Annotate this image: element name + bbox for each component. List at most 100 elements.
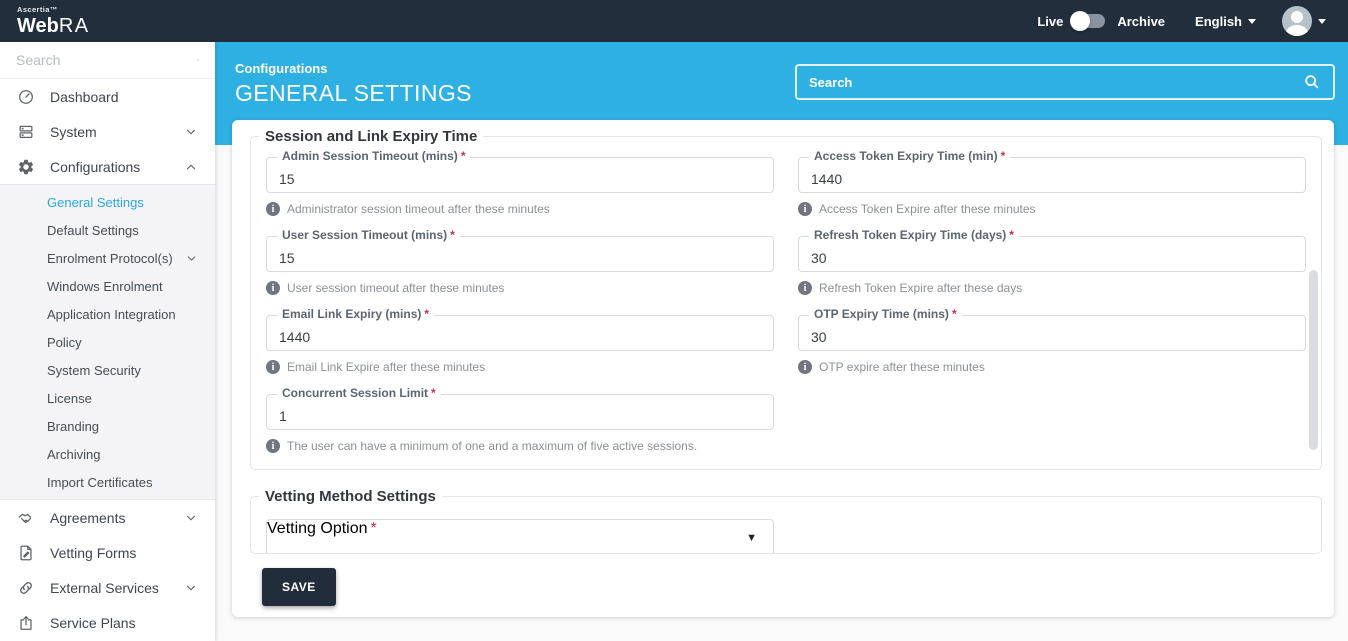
user-session-timeout-input[interactable] [267,237,773,271]
field-email-link-expiry: Email Link Expiry (mins)* Email Link Exp… [266,307,774,374]
field-user-session-timeout: User Session Timeout (mins)* User sessio… [266,228,774,295]
submenu-label: Branding [47,418,100,434]
chevron-down-icon [186,515,196,520]
sidebar-item-agreements[interactable]: Agreements [0,500,215,535]
dashboard-icon [19,89,33,104]
sidebar-item-dashboard[interactable]: Dashboard [0,79,215,114]
vetting-option-select[interactable]: Vetting Option* Manual Vetting ▼ [266,519,774,553]
topbar-controls: Live Archive English [1037,6,1348,36]
sidebar-item-import-certificates[interactable]: Import Certificates [0,468,215,496]
field-helper: The user can have a minimum of one and a… [266,439,774,453]
topbar: Ascertia™ WebRA Live Archive English [0,0,1348,42]
submenu-label: Windows Enrolment [47,278,163,294]
info-icon [798,360,812,374]
refresh-token-expiry-input[interactable] [799,237,1305,271]
email-link-expiry-input[interactable] [267,316,773,350]
sidebar-item-application-integration[interactable]: Application Integration [0,300,215,328]
required-marker: * [424,307,430,321]
admin-session-timeout-input[interactable] [267,158,773,192]
page-layout: Dashboard System Configurations General … [0,42,1348,641]
otp-expiry-input[interactable] [799,316,1305,350]
sidebar: Dashboard System Configurations General … [0,42,215,641]
field-helper: Refresh Token Expire after these days [798,281,1306,295]
sidebar-item-enrolment-protocols[interactable]: Enrolment Protocol(s) [0,244,215,272]
section-vetting-method: Vetting Method Settings Vetting Option * … [250,488,1322,554]
chevron-down-icon [1318,18,1326,24]
fields-grid: Admin Session Timeout (mins)* Administra… [251,145,1321,469]
required-marker: * [951,307,957,321]
sidebar-item-archiving[interactable]: Archiving [0,440,215,468]
sidebar-item-branding[interactable]: Branding [0,412,215,440]
field-otp-expiry: OTP Expiry Time (mins)* OTP expire after… [798,307,1306,374]
sidebar-item-windows-enrolment[interactable]: Windows Enrolment [0,272,215,300]
app-logo[interactable]: Ascertia™ WebRA [0,6,215,36]
brand-product: WebRA [17,14,90,37]
language-selector[interactable]: English [1195,14,1256,29]
language-label: English [1195,13,1242,29]
sidebar-item-label: Vetting Forms [50,544,137,561]
field-concurrent-session-limit: Concurrent Session Limit* The user can h… [266,386,774,453]
gear-icon [18,159,34,174]
field-label: Email Link Expiry (mins) * [277,307,435,321]
sidebar-item-label: Dashboard [50,88,119,105]
vetting-option-value: Manual Vetting [267,538,773,553]
chevron-up-icon [186,164,196,169]
submenu-label: Application Integration [47,306,176,322]
info-icon [798,202,812,216]
link-icon [20,581,32,594]
chevron-down-icon [186,129,196,134]
sidebar-item-license[interactable]: License [0,384,215,412]
toggle-knob [1070,11,1091,31]
submenu-label: Enrolment Protocol(s) [47,250,173,266]
sidebar-search-input[interactable] [16,52,197,68]
field-refresh-token-expiry: Refresh Token Expiry Time (days)* Refres… [798,228,1306,295]
live-archive-toggle[interactable] [1070,11,1106,31]
required-marker: * [1000,149,1006,163]
configurations-submenu: General Settings Default Settings Enrolm… [0,184,215,500]
submenu-label: Archiving [47,446,101,462]
sidebar-item-label: Service Plans [50,614,136,631]
sidebar-item-system-security[interactable]: System Security [0,356,215,384]
avatar-shoulders [1286,25,1308,36]
sidebar-item-configurations[interactable]: Configurations [0,149,215,184]
field-helper: OTP expire after these minutes [798,360,1306,374]
sidebar-item-label: Configurations [50,158,141,175]
settings-card: Session and Link Expiry Time Admin Sessi… [232,120,1334,617]
sidebar-item-general-settings[interactable]: General Settings [0,188,215,216]
search-icon [197,59,199,61]
field-label: Refresh Token Expiry Time (days) * [809,228,1019,242]
scrollbar-thumb[interactable] [1309,270,1318,450]
field-label: Admin Session Timeout (mins) * [277,149,471,163]
chevron-down-icon [187,255,196,261]
required-marker: * [1009,228,1014,242]
sidebar-search [0,42,215,79]
field-label: OTP Expiry Time (mins) * [809,307,962,321]
submenu-label: Import Certificates [47,474,153,490]
chevron-down-icon [1248,18,1256,24]
sidebar-item-vetting-forms[interactable]: Vetting Forms [0,535,215,570]
submenu-label: Policy [47,334,82,350]
section-session-expiry: Session and Link Expiry Time Admin Sessi… [250,128,1322,470]
live-label: Live [1037,13,1064,29]
sidebar-item-external-services[interactable]: External Services [0,570,215,605]
sidebar-item-policy[interactable]: Policy [0,328,215,356]
field-label: User Session Timeout (mins) * [277,228,460,242]
info-icon [798,281,812,295]
submenu-label: License [47,390,92,406]
field-helper: Administrator session timeout after thes… [266,202,774,216]
sidebar-item-service-plans[interactable]: Service Plans [0,605,215,640]
user-menu[interactable] [1282,6,1326,36]
system-icon [19,125,33,138]
concurrent-session-limit-input[interactable] [267,395,773,429]
save-button[interactable]: SAVE [262,568,336,606]
access-token-expiry-input[interactable] [799,158,1305,192]
sidebar-item-default-settings[interactable]: Default Settings [0,216,215,244]
brand-company: Ascertia™ [17,5,58,15]
submenu-label: System Security [47,362,141,378]
sidebar-item-system[interactable]: System [0,114,215,149]
section-title: Session and Link Expiry Time [265,128,478,145]
info-icon [266,202,280,216]
field-helper: Email Link Expire after these minutes [266,360,774,374]
section-title: Vetting Method Settings [265,488,436,505]
header-search-input[interactable] [809,74,1303,90]
